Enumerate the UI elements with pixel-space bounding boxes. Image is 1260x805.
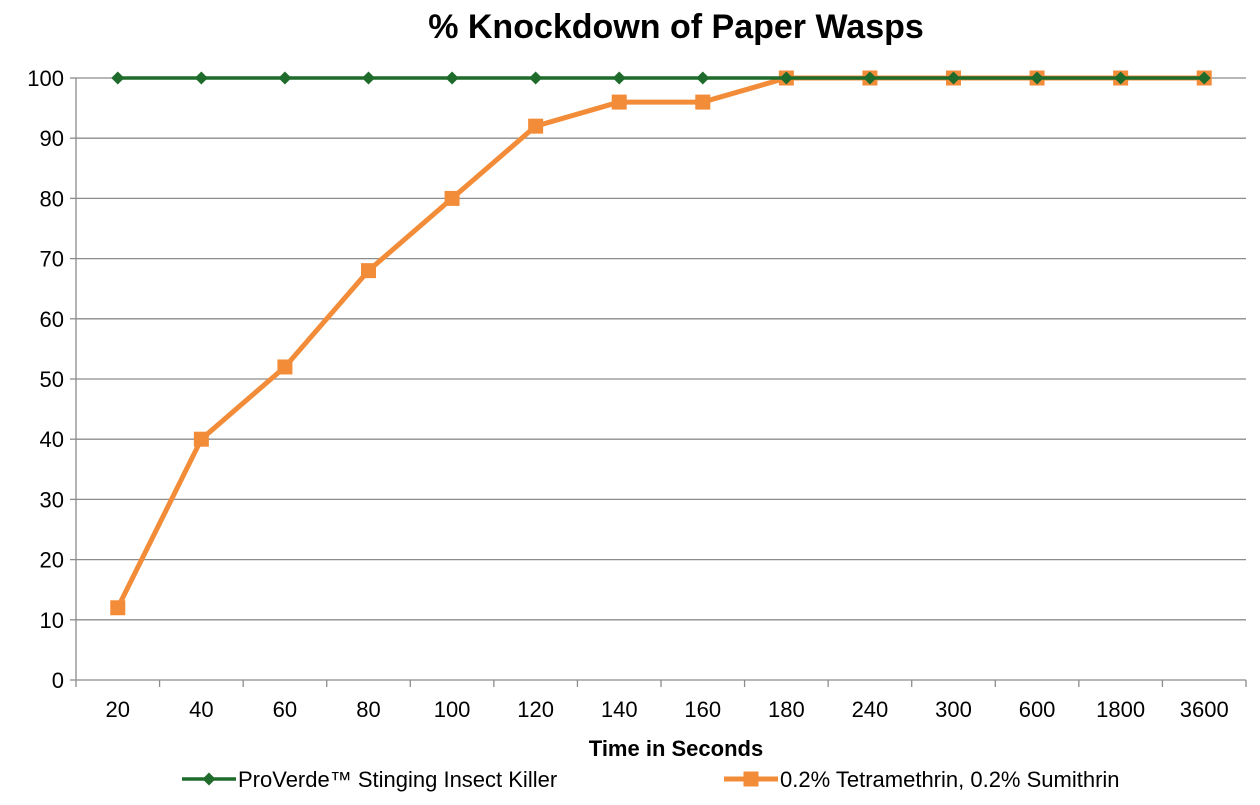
series-group xyxy=(110,70,1212,616)
y-tick-label: 40 xyxy=(40,427,64,452)
x-tick-label: 240 xyxy=(852,697,889,722)
series-tetramethrin-sumithrin xyxy=(110,70,1212,616)
diamond-marker xyxy=(947,71,960,85)
x-tick-label: 120 xyxy=(517,697,554,722)
diamond-marker xyxy=(1197,71,1211,85)
y-tick-label: 100 xyxy=(27,66,64,91)
y-tick-label: 70 xyxy=(40,247,64,272)
legend-item: 0.2% Tetramethrin, 0.2% Sumithrin xyxy=(724,767,1120,792)
square-marker xyxy=(361,263,376,279)
square-marker xyxy=(193,431,209,447)
y-tick-label: 10 xyxy=(40,608,64,633)
series-line xyxy=(115,75,1205,609)
diamond-marker xyxy=(612,71,626,85)
x-tick-label: 140 xyxy=(601,697,638,722)
y-tick-label: 0 xyxy=(52,668,64,693)
legend-square-marker xyxy=(743,771,759,787)
x-tick-label: 80 xyxy=(356,697,380,722)
square-marker xyxy=(695,94,711,110)
square-marker xyxy=(110,600,126,616)
x-tick-label: 180 xyxy=(768,697,805,722)
legend-item: ProVerde™ Stinging Insect Killer xyxy=(182,767,557,792)
x-axis-title: Time in Seconds xyxy=(589,736,763,761)
diamond-marker xyxy=(1114,71,1128,85)
x-tick-label: 20 xyxy=(106,697,130,722)
diamond-marker xyxy=(362,71,375,85)
series-proverde xyxy=(111,71,1211,85)
chart-title: % Knockdown of Paper Wasps xyxy=(428,8,924,46)
x-tick-label: 600 xyxy=(1019,697,1056,722)
square-marker xyxy=(277,359,293,375)
diamond-marker xyxy=(529,71,543,85)
square-marker xyxy=(528,118,544,134)
legend: ProVerde™ Stinging Insect Killer 0.2% Tet… xyxy=(182,767,1120,792)
y-tick-label: 90 xyxy=(40,126,64,151)
diamond-marker xyxy=(278,71,292,85)
legend-label: ProVerde™ Stinging Insect Killer xyxy=(238,767,557,792)
x-tick-label: 300 xyxy=(935,697,972,722)
x-tick-label: 160 xyxy=(684,697,721,722)
y-tick-label: 60 xyxy=(40,307,64,332)
diamond-marker xyxy=(111,71,125,85)
diamond-marker xyxy=(445,71,459,85)
x-tick-label: 40 xyxy=(189,697,213,722)
square-marker xyxy=(444,190,460,206)
x-tick-label: 1800 xyxy=(1096,697,1145,722)
diamond-marker xyxy=(194,71,208,85)
square-marker xyxy=(611,94,627,110)
axes: 0 10 20 30 40 50 60 70 80 90 100 20 40 60 80 100 120 140 1… xyxy=(27,66,1247,722)
x-tick-label: 3600 xyxy=(1180,697,1229,722)
diamond-marker xyxy=(863,71,877,85)
diamond-marker xyxy=(1030,71,1044,85)
y-tick-label: 20 xyxy=(40,548,64,573)
legend-label: 0.2% Tetramethrin, 0.2% Sumithrin xyxy=(780,767,1120,792)
y-tick-label: 50 xyxy=(40,367,64,392)
y-tick-label: 80 xyxy=(40,186,64,211)
diamond-marker xyxy=(696,71,710,85)
x-tick-label: 100 xyxy=(434,697,471,722)
x-tick-label: 60 xyxy=(273,697,297,722)
diamond-marker xyxy=(779,71,793,85)
y-tick-label: 30 xyxy=(40,487,64,512)
gridlines xyxy=(76,77,1246,621)
legend-diamond-marker xyxy=(202,772,216,786)
